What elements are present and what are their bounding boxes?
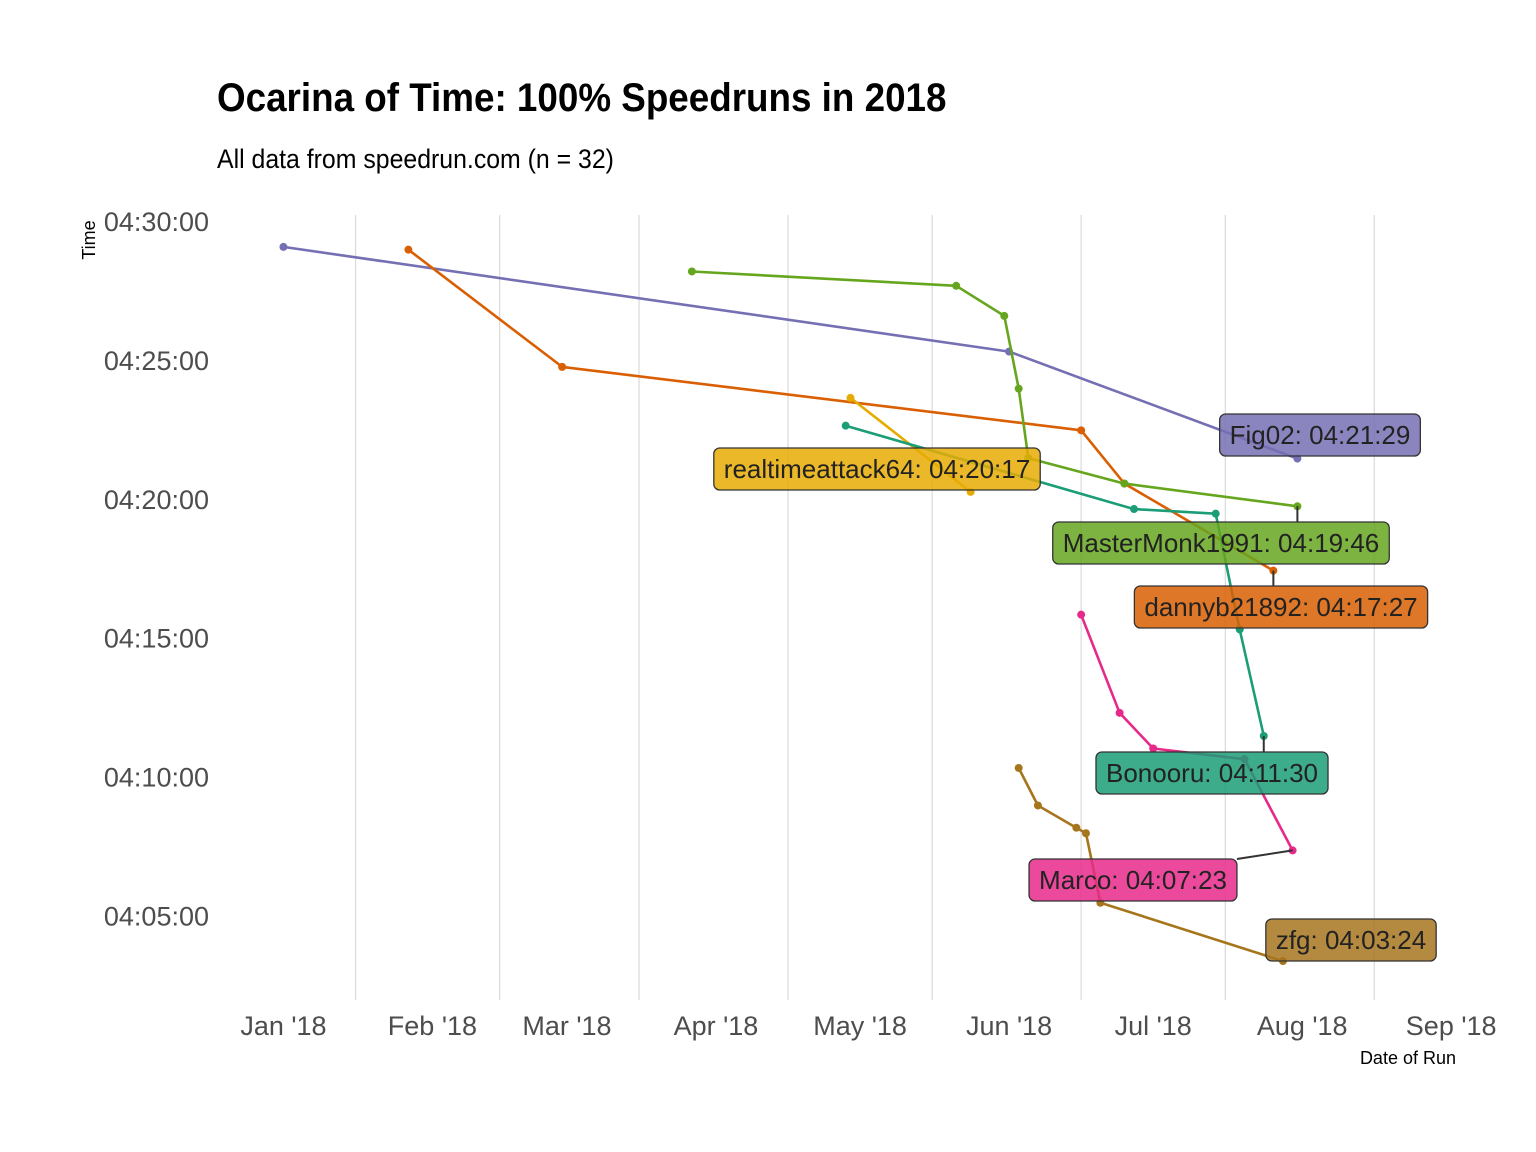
label-text: Marco: 04:07:23 <box>1039 865 1227 895</box>
data-point <box>1081 829 1090 838</box>
label-text: dannyb21892: 04:17:27 <box>1144 592 1417 622</box>
data-point <box>1033 801 1042 810</box>
label-text: Fig02: 04:21:29 <box>1230 420 1411 450</box>
data-point <box>841 421 850 430</box>
x-tick-label: Mar '18 <box>522 1011 611 1041</box>
data-point <box>1120 479 1129 488</box>
label-text: zfg: 04:03:24 <box>1276 925 1426 955</box>
end-label-Bonooru: Bonooru: 04:11:30 <box>1095 736 1329 795</box>
x-tick-label: Jun '18 <box>966 1011 1052 1041</box>
end-label-MasterMonk1991: MasterMonk1991: 04:19:46 <box>1052 506 1390 565</box>
x-tick-label: Apr '18 <box>674 1011 759 1041</box>
x-tick-label: May '18 <box>813 1011 907 1041</box>
x-axis-title: Date of Run <box>1360 1048 1456 1068</box>
data-point <box>1014 763 1023 772</box>
series-line <box>1079 614 1294 852</box>
data-point <box>279 242 288 251</box>
y-tick-label: 04:10:00 <box>104 763 209 793</box>
x-tick-label: Aug '18 <box>1257 1011 1348 1041</box>
y-tick-label: 04:05:00 <box>104 902 209 932</box>
x-tick-label: Feb '18 <box>388 1011 477 1041</box>
series-line <box>283 245 1298 460</box>
chart-title: Ocarina of Time: 100% Speedruns in 2018 <box>217 76 947 120</box>
data-point <box>404 245 413 254</box>
label-text: Bonooru: 04:11:30 <box>1106 758 1318 788</box>
series-line <box>1017 767 1284 963</box>
data-point <box>1014 384 1023 393</box>
x-tick-label: Sep '18 <box>1406 1011 1497 1041</box>
y-tick-label: 04:15:00 <box>104 624 209 654</box>
chart-subtitle: All data from speedrun.com (n = 32) <box>217 144 614 174</box>
end-labels: Fig02: 04:21:29 dannyb21892: 04:17:27 Mast… <box>713 413 1437 962</box>
x-tick-label: Jul '18 <box>1115 1011 1192 1041</box>
label-box <box>1265 918 1437 962</box>
y-tick-label: 04:30:00 <box>104 207 209 237</box>
end-label-realtimeattack64: realtimeattack64: 04:20:17 <box>713 447 1041 491</box>
end-label-Fig02: Fig02: 04:21:29 <box>1218 413 1422 457</box>
label-box <box>1218 413 1422 457</box>
data-point <box>1149 744 1158 753</box>
data-point <box>1072 823 1081 832</box>
y-tick-label: 04:20:00 <box>104 485 209 515</box>
end-label-Marco: Marco: 04:07:23 <box>1028 849 1293 902</box>
label-box <box>1095 751 1329 795</box>
end-label-zfg: zfg: 04:03:24 <box>1265 918 1437 962</box>
data-point <box>558 362 567 371</box>
data-point <box>1115 708 1124 717</box>
label-text: MasterMonk1991: 04:19:46 <box>1063 528 1380 558</box>
label-box <box>713 447 1041 491</box>
label-text: realtimeattack64: 04:20:17 <box>724 454 1030 484</box>
data-point <box>1077 610 1086 619</box>
label-connector <box>1236 849 1293 860</box>
series-layer <box>279 242 1302 966</box>
x-tick-label: Jan '18 <box>240 1011 326 1041</box>
axis-ticks: Jan '18 Feb '18 Mar '18 Apr '18 May '18 Jun '… <box>104 207 1497 1041</box>
data-point <box>1211 509 1220 518</box>
data-point <box>952 281 961 290</box>
y-axis-title: Time <box>79 220 99 259</box>
y-tick-label: 04:25:00 <box>104 346 209 376</box>
data-point <box>687 267 696 276</box>
data-point <box>1000 311 1009 320</box>
data-point <box>1130 505 1139 514</box>
data-point <box>1077 426 1086 435</box>
end-label-dannyb21892: dannyb21892: 04:17:27 <box>1133 570 1429 629</box>
label-box <box>1133 585 1429 629</box>
label-box <box>1028 858 1238 902</box>
data-point <box>846 393 855 402</box>
label-box <box>1052 521 1390 565</box>
